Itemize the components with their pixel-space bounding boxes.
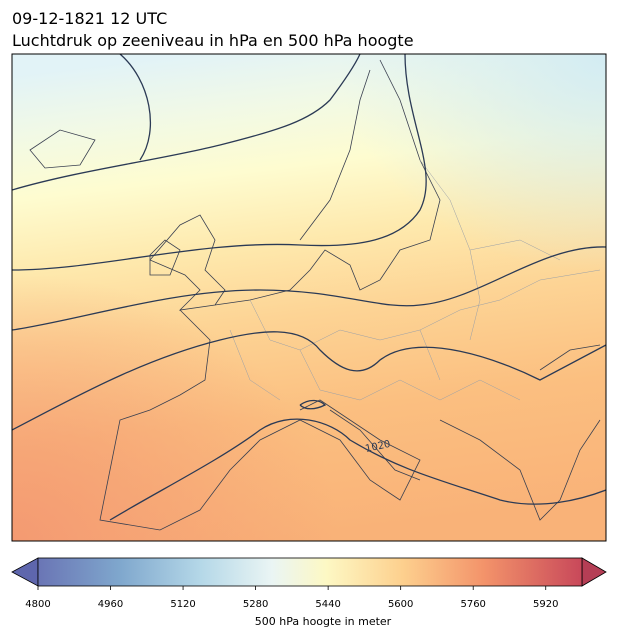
colorbar-tick-label: 5600 (388, 599, 413, 610)
map-frame (11, 53, 607, 542)
map: 1020 (12, 54, 606, 541)
title-desc: Luchtdruk op zeeniveau in hPa en 500 hPa… (12, 31, 414, 50)
colorbar-tick-label: 5120 (170, 599, 195, 610)
colorbar: 500 hPa hoogte in meter 4800 4960 5120 5280… (11, 557, 607, 628)
colorbar-tick-label: 4800 (25, 599, 50, 610)
title-time: 09-12-1821 12 UTC (12, 9, 167, 28)
colorbar-tick-label: 5920 (533, 599, 558, 610)
contour-label: 1020 (364, 439, 391, 455)
colorbar-tick-label: 4960 (98, 599, 123, 610)
colorbar-tick-label: 5280 (243, 599, 268, 610)
colorbar-label: 500 hPa hoogte in meter (255, 615, 392, 628)
colorbar-tick-label: 5440 (315, 599, 340, 610)
colorbar-tick-label: 5760 (460, 599, 485, 610)
